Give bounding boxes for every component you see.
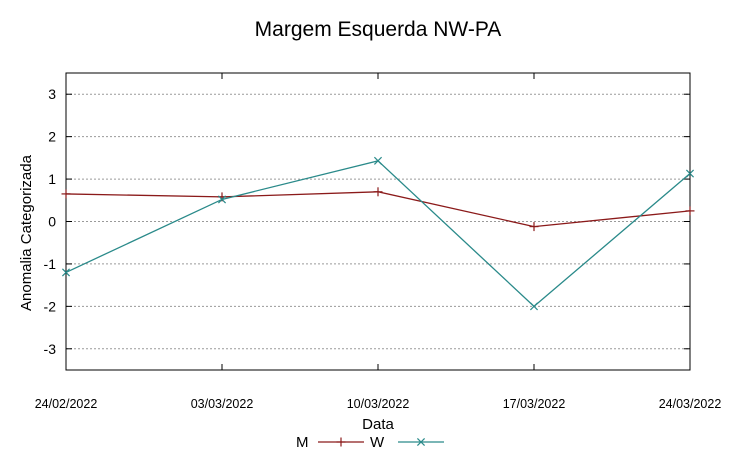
- data-point-m: [685, 206, 695, 216]
- data-point-w: [61, 268, 71, 277]
- y-tick-label: 2: [48, 129, 56, 145]
- legend-marker-m: [336, 437, 346, 447]
- y-axis-ticks: -3 -2 -1 0 1 2 3: [44, 86, 690, 357]
- data-point-m: [373, 187, 383, 197]
- legend-marker-w: [416, 437, 426, 447]
- x-axis-label: Data: [362, 416, 394, 433]
- series-group: [61, 156, 695, 311]
- y-tick-label: 0: [48, 214, 56, 230]
- legend-label-w: W: [370, 434, 385, 451]
- data-point-m: [61, 189, 71, 199]
- y-tick-label: -1: [44, 256, 57, 272]
- y-tick-label: 3: [48, 86, 56, 102]
- x-tick-label: 24/02/2022: [35, 397, 98, 411]
- marker-stroke: [373, 156, 383, 165]
- grid-lines: [66, 93, 690, 350]
- data-point-w: [373, 156, 383, 165]
- marker-stroke: [529, 302, 539, 311]
- x-axis-ticks: 24/02/2022 03/03/2022 10/03/2022 17/03/2022…: [35, 73, 722, 411]
- chart-title: Margem Esquerda NW-PA: [255, 18, 502, 41]
- y-tick-label: 1: [48, 171, 56, 187]
- data-point-w: [685, 169, 695, 178]
- marker-stroke: [217, 195, 227, 204]
- marker-stroke: [685, 169, 695, 178]
- marker-stroke: [61, 268, 71, 277]
- marker-stroke: [416, 437, 426, 447]
- x-tick-label: 10/03/2022: [347, 397, 410, 411]
- data-point-w: [529, 302, 539, 311]
- x-tick-label: 17/03/2022: [503, 397, 566, 411]
- data-point-w: [217, 195, 227, 204]
- data-point-m: [529, 222, 539, 232]
- y-axis-label: Anomalia Categorizada: [18, 154, 35, 311]
- y-tick-label: -2: [44, 298, 57, 314]
- series-line-w: [65, 160, 691, 308]
- x-tick-label: 24/03/2022: [659, 397, 722, 411]
- legend-label-m: M: [296, 434, 309, 451]
- x-tick-label: 03/03/2022: [191, 397, 254, 411]
- y-tick-label: -3: [44, 341, 57, 357]
